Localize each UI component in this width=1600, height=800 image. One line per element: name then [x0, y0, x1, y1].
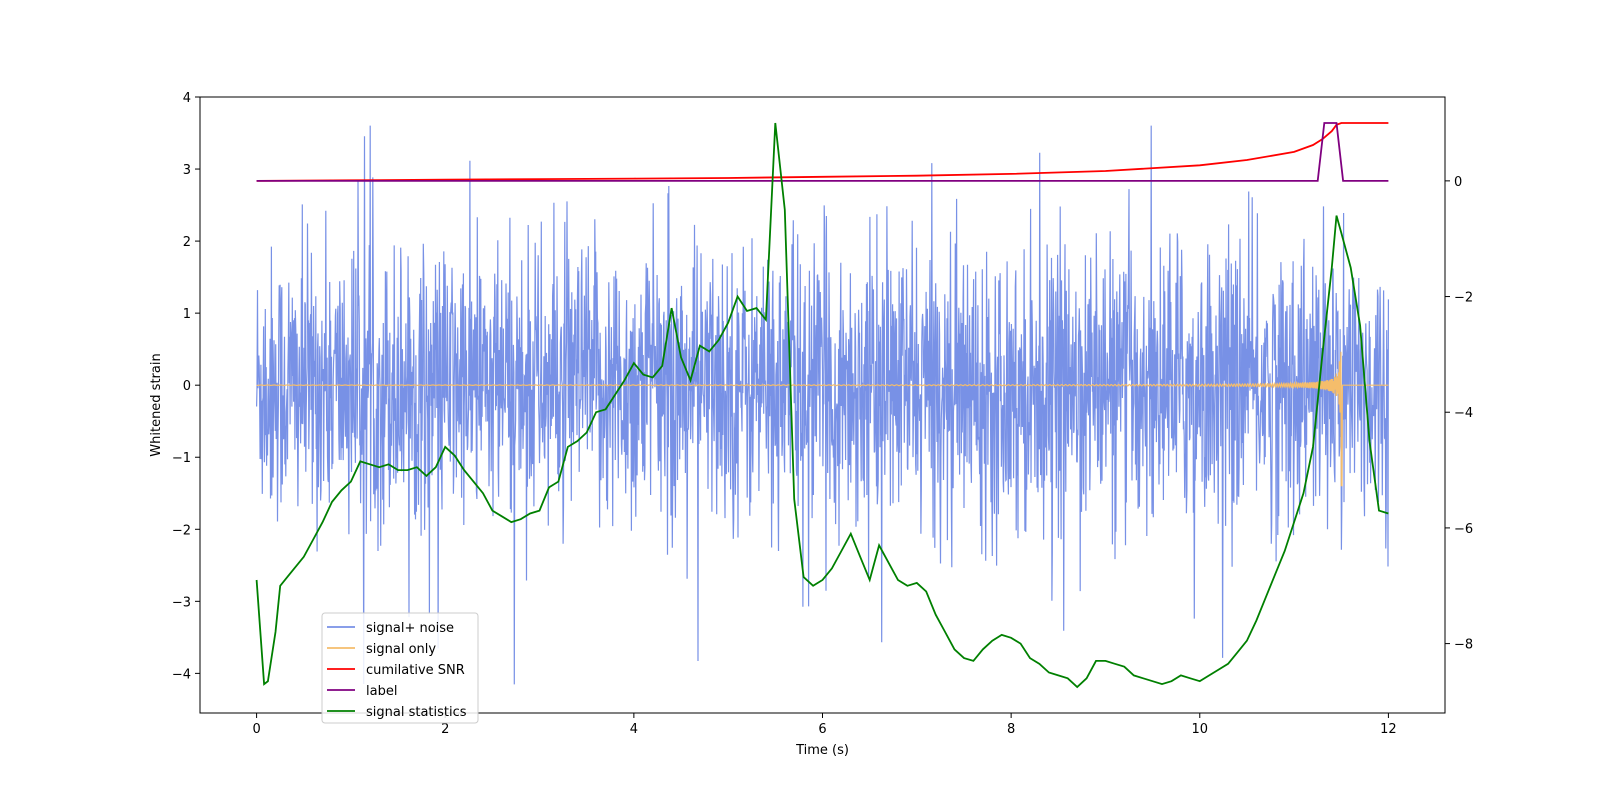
y2-tick-label: 0: [1454, 175, 1462, 190]
x-tick-label: 6: [818, 722, 826, 737]
x-tick-label: 2: [441, 722, 449, 737]
signal-only-series-layer: [256, 351, 1389, 487]
y-tick-label: −3: [172, 595, 191, 610]
cumulative-snr-line: [256, 122, 1389, 182]
legend-label: cumilative SNR: [366, 663, 465, 678]
legend-label: signal statistics: [366, 705, 467, 720]
signal-only-line: [256, 351, 1389, 487]
legend: signal+ noise signal only cumilative SNR la…: [321, 612, 479, 724]
y-tick-label: −1: [172, 451, 191, 466]
y-tick-label: 3: [183, 163, 191, 178]
y-tick-label: −2: [172, 523, 191, 538]
y2-tick-label: −6: [1454, 522, 1473, 537]
y-tick-label: 0: [183, 379, 191, 394]
legend-label: signal only: [366, 642, 436, 657]
label-line: [256, 122, 1389, 182]
y2-tick-label: −4: [1454, 406, 1473, 421]
y-tick-label: −4: [172, 667, 191, 682]
x-tick-label: 4: [630, 722, 638, 737]
y-tick-label: 1: [183, 307, 191, 322]
x-tick-label: 0: [252, 722, 260, 737]
legend-label: label: [366, 684, 397, 699]
x-tick-label: 8: [1007, 722, 1015, 737]
x-tick-label: 12: [1380, 722, 1397, 737]
right-axis-series-layer: [255, 122, 1389, 689]
signal-noise-line: [256, 125, 1389, 685]
signal-noise-series-layer: [256, 125, 1389, 685]
x-axis-label: Time (s): [795, 743, 849, 758]
legend-box: [321, 612, 479, 724]
signal-statistics-line: [255, 122, 1389, 689]
y-tick-label: 4: [183, 91, 191, 106]
y2-tick-label: −8: [1454, 638, 1473, 653]
legend-label: signal+ noise: [366, 621, 454, 636]
x-tick-label: 10: [1191, 722, 1208, 737]
y-tick-label: 2: [183, 235, 191, 250]
y2-tick-label: −2: [1454, 291, 1473, 306]
y-axis-label: Whitened strain: [149, 353, 164, 456]
